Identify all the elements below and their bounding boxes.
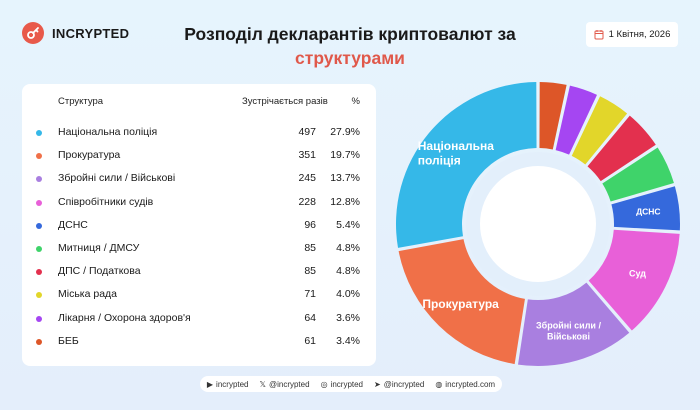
brand-logo: INCRYPTED <box>22 22 129 44</box>
row-pct: 5.4% <box>336 218 360 231</box>
row-pct: 4.0% <box>336 288 360 301</box>
legend-dot <box>36 153 42 160</box>
row-count: 61 <box>304 334 316 347</box>
date-badge: 1 Квітня, 2026 <box>586 22 678 47</box>
slice-label: ДСНС <box>636 207 660 217</box>
row-name: Національна поліція <box>58 126 158 138</box>
row-name: БЕБ <box>58 334 79 347</box>
donut-slice <box>602 147 674 202</box>
slice-label: Суд <box>629 268 646 278</box>
title-line1: Розподіл декларантів криптовалют за <box>184 24 516 44</box>
row-count: 497 <box>298 126 316 138</box>
slice-label: Національна поліція <box>418 139 495 167</box>
row-pct: 3.4% <box>336 334 360 347</box>
brand-name: INCRYPTED <box>52 25 130 41</box>
donut-slice <box>611 186 680 231</box>
legend-dot <box>36 292 42 299</box>
legend-dot <box>36 315 42 322</box>
row-pct: 3.6% <box>336 311 360 324</box>
row-pct: 4.8% <box>336 265 360 278</box>
donut-slice <box>571 96 628 165</box>
legend-dot <box>36 222 42 229</box>
row-name: Співробітники судів <box>58 195 154 208</box>
legend-dot <box>36 246 42 252</box>
globe-icon: ◍ <box>435 379 443 389</box>
x-icon: 𝕏 <box>259 379 266 389</box>
row-count: 245 <box>298 172 316 185</box>
footer-link[interactable]: ▶ incrypted <box>207 380 249 389</box>
slice-label: Збройні сили / Військові <box>536 320 601 341</box>
row-name: Митниця / ДМСУ <box>58 242 140 254</box>
footer-link[interactable]: 𝕏 @incrypted <box>260 380 310 389</box>
footer-text: incrypted <box>216 379 249 389</box>
instagram-icon: ◎ <box>320 379 328 389</box>
date-text: 1 Квітня, 2026 <box>608 29 671 40</box>
row-name: ДСНС <box>58 218 88 231</box>
row-pct: 13.7% <box>330 172 360 185</box>
donut-hole <box>480 166 596 282</box>
row-name: Збройні сили / Військові <box>58 172 176 185</box>
donut-slice <box>398 239 525 365</box>
telegram-icon: ➤ <box>374 379 381 389</box>
row-count: 85 <box>304 242 316 254</box>
header-structure: Структура <box>58 96 104 107</box>
row-count: 96 <box>304 218 316 231</box>
row-name: Міська рада <box>58 288 118 301</box>
legend-dot <box>36 199 42 206</box>
donut-slice <box>396 82 537 248</box>
donut-slice <box>539 82 567 150</box>
data-table: Структура Зустрічається разів % Націонал… <box>22 84 376 366</box>
donut-slice <box>555 85 598 155</box>
page-title: Розподіл декларантів криптовалют за стру… <box>170 22 530 70</box>
slice-label: Прокуратура <box>422 297 499 311</box>
footer-link[interactable]: ◍ incrypted.com <box>435 380 495 389</box>
legend-dot <box>36 176 42 183</box>
footer-text: @incrypted <box>268 379 310 389</box>
row-count: 85 <box>304 265 316 278</box>
row-count: 351 <box>298 149 316 162</box>
footer-socials: ▶ incrypted 𝕏 @incrypted ◎ incrypted ➤ @incrypt… <box>200 376 502 392</box>
youtube-icon: ▶ <box>206 379 214 389</box>
row-pct: 27.9% <box>330 126 360 138</box>
row-name: Лікарня / Охорона здоров'я <box>58 311 191 324</box>
donut-slice <box>588 229 680 331</box>
legend-dot <box>36 269 42 276</box>
footer-text: incrypted.com <box>445 379 496 389</box>
row-pct: 12.8% <box>330 195 360 208</box>
legend-dot <box>36 338 42 345</box>
header-pct: % <box>351 96 360 107</box>
legend-dot <box>36 130 42 136</box>
footer-link[interactable]: ➤ @incrypted <box>374 380 424 389</box>
footer-text: @incrypted <box>383 379 425 389</box>
key-icon <box>22 22 44 44</box>
header-count: Зустрічається разів <box>242 96 328 107</box>
row-pct: 4.8% <box>336 242 360 254</box>
footer-link[interactable]: ◎ incrypted <box>321 380 363 389</box>
donut-chart: Національна поліція Прокуратура Збройні сил… <box>396 82 680 366</box>
donut-slice <box>518 282 630 366</box>
footer-text: incrypted <box>330 379 364 389</box>
row-name: Прокуратура <box>58 149 121 162</box>
row-count: 71 <box>304 288 316 301</box>
row-pct: 19.7% <box>330 149 360 162</box>
donut-slice <box>587 115 656 182</box>
calendar-icon <box>594 30 604 40</box>
title-line2: структурами <box>295 48 405 68</box>
row-count: 228 <box>298 195 316 208</box>
row-count: 64 <box>304 311 316 324</box>
row-name: ДПС / Податкова <box>58 265 141 278</box>
